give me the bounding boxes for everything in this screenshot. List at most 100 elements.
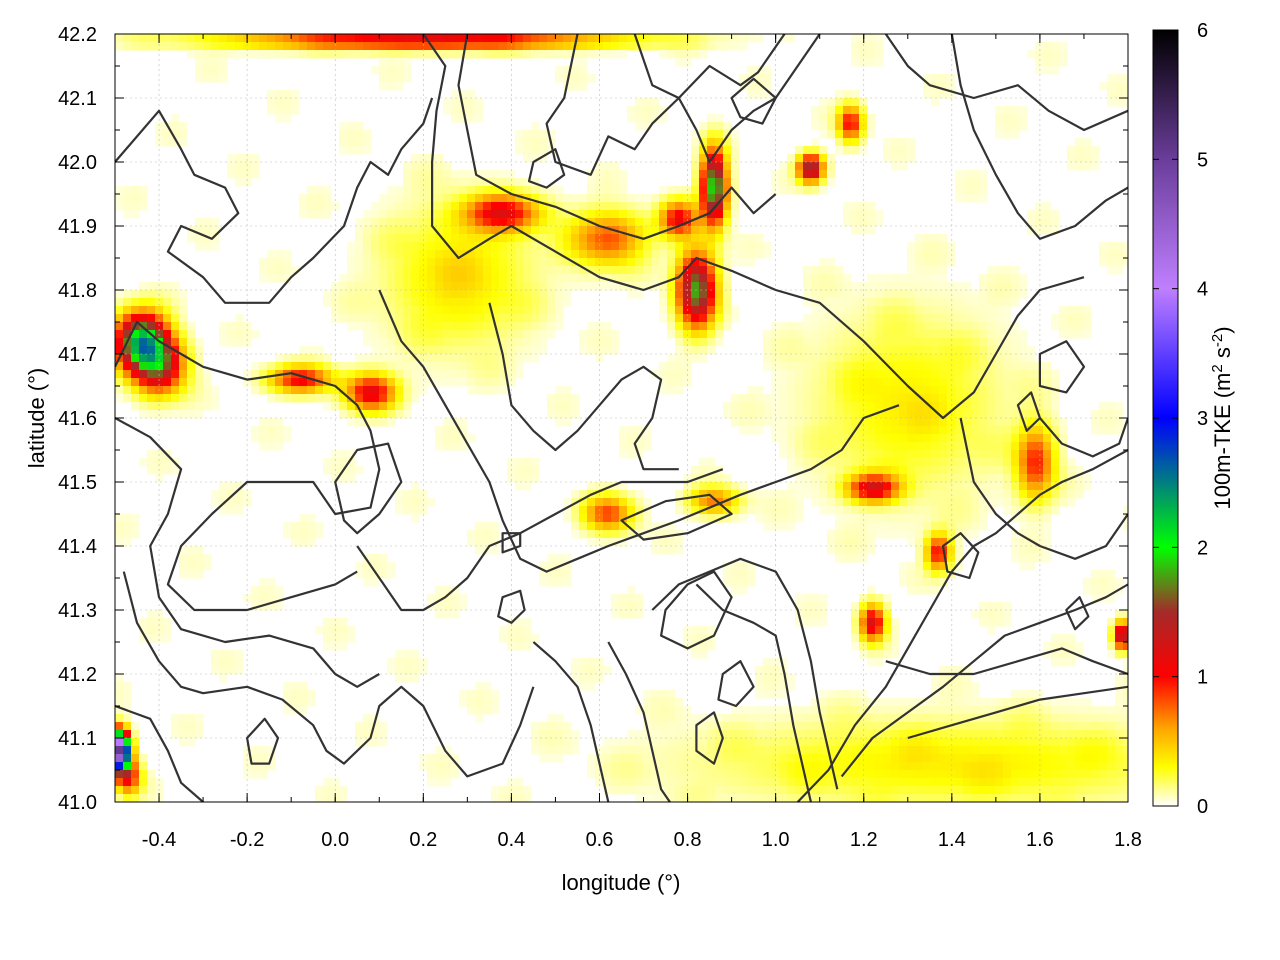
heat-cell (1003, 354, 1012, 363)
heat-cell (171, 138, 180, 147)
heat-cell (1043, 730, 1052, 739)
heat-cell (1027, 506, 1036, 515)
heat-cell (995, 370, 1004, 379)
heat-cell (467, 706, 476, 715)
heat-cell (747, 786, 756, 795)
heat-cell (899, 578, 908, 587)
heat-cell (387, 82, 396, 91)
heat-cell (931, 306, 940, 315)
heat-cell (115, 722, 124, 731)
heat-cell (619, 482, 628, 491)
heat-cell (475, 250, 484, 259)
heat-cell (603, 514, 612, 523)
heat-cell (627, 730, 636, 739)
heat-cell (699, 170, 708, 179)
heat-cell (563, 266, 572, 275)
heat-cell (643, 434, 652, 443)
heat-cell (987, 770, 996, 779)
heat-cell (451, 610, 460, 619)
heat-cell (139, 354, 148, 363)
heat-cell (851, 786, 860, 795)
heat-cell (827, 466, 836, 475)
heat-cell (467, 106, 476, 115)
heat-cell (451, 354, 460, 363)
heat-cell (1035, 58, 1044, 67)
heat-cell (995, 706, 1004, 715)
heat-cell (707, 210, 716, 219)
heat-cell (1019, 442, 1028, 451)
heat-cell (891, 530, 900, 539)
heat-cell (459, 698, 468, 707)
heat-cell (779, 410, 788, 419)
heat-cell (971, 786, 980, 795)
heat-cell (995, 786, 1004, 795)
heat-cell (411, 506, 420, 515)
heat-cell (835, 130, 844, 139)
heat-cell (1027, 722, 1036, 731)
heat-cell (835, 146, 844, 155)
heat-cell (875, 370, 884, 379)
heat-cell (371, 322, 380, 331)
heat-cell (563, 410, 572, 419)
heat-cell (891, 794, 900, 802)
heat-cell (1027, 490, 1036, 499)
heat-cell (211, 242, 220, 251)
heat-cell (875, 786, 884, 795)
heat-cell (403, 370, 412, 379)
heat-cell (659, 778, 668, 787)
heat-cell (619, 218, 628, 227)
heat-cell (339, 146, 348, 155)
heat-cell (667, 306, 676, 315)
heat-cell (587, 682, 596, 691)
heat-cell (331, 634, 340, 643)
heat-cell (747, 250, 756, 259)
heat-cell (235, 482, 244, 491)
heat-cell (915, 458, 924, 467)
heat-cell (547, 218, 556, 227)
heat-cell (731, 194, 740, 203)
heat-cell (691, 146, 700, 155)
heat-cell (819, 362, 828, 371)
heat-cell (459, 322, 468, 331)
heat-cell (563, 562, 572, 571)
heat-cell (139, 618, 148, 627)
heat-cell (115, 42, 124, 51)
heat-cell (619, 50, 628, 59)
heat-cell (827, 738, 836, 747)
heat-cell (867, 482, 876, 491)
heat-cell (891, 274, 900, 283)
heat-cell (643, 194, 652, 203)
heat-cell (363, 218, 372, 227)
heat-cell (979, 282, 988, 291)
heat-cell (555, 66, 564, 75)
heat-cell (547, 722, 556, 731)
heat-cell (739, 794, 748, 802)
heat-cell (867, 538, 876, 547)
heat-cell (243, 162, 252, 171)
heat-cell (707, 466, 716, 475)
heat-cell (443, 98, 452, 107)
heat-cell (571, 234, 580, 243)
heat-cell (859, 626, 868, 635)
heat-cell (699, 650, 708, 659)
heat-cell (387, 226, 396, 235)
heat-cell (859, 698, 868, 707)
heat-cell (947, 354, 956, 363)
heat-cell (851, 482, 860, 491)
heat-cell (315, 370, 324, 379)
heat-cell (811, 266, 820, 275)
heat-cell (643, 242, 652, 251)
heat-cell (1075, 314, 1084, 323)
heat-cell (227, 506, 236, 515)
heat-cell (699, 754, 708, 763)
heat-cell (883, 370, 892, 379)
heat-cell (171, 402, 180, 411)
heat-cell (715, 274, 724, 283)
heat-cell (347, 418, 356, 427)
heat-cell (675, 266, 684, 275)
heat-cell (179, 130, 188, 139)
heat-cell (619, 442, 628, 451)
heat-cell (675, 786, 684, 795)
heat-cell (675, 738, 684, 747)
heat-cell (1019, 394, 1028, 403)
